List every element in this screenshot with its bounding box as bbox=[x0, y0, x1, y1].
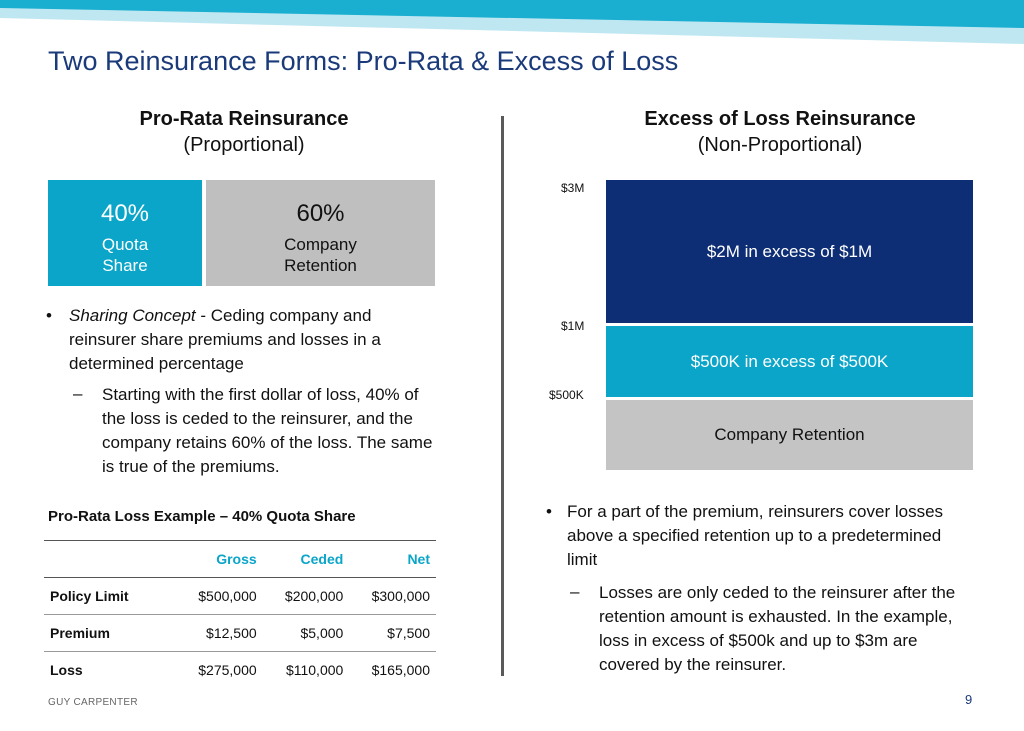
company-retention-box: 60% Company Retention bbox=[206, 180, 435, 286]
sub-bullet-marker: – bbox=[73, 384, 83, 403]
quota-share-box: 40% Quota Share bbox=[48, 180, 202, 286]
pro-rata-sub-bullet: Starting with the first dollar of loss, … bbox=[102, 385, 433, 476]
table-header bbox=[44, 540, 176, 578]
table-header: Net bbox=[349, 540, 436, 578]
pro-rata-heading: Pro-Rata Reinsurance bbox=[139, 108, 349, 130]
sharing-concept-bullet: Sharing Concept - Ceding company and rei… bbox=[69, 306, 381, 373]
quota-share-label: Quota Share bbox=[101, 235, 149, 275]
layer-label: Company Retention bbox=[714, 425, 865, 444]
bullet-marker: • bbox=[546, 502, 552, 521]
pro-rata-subheading: (Proportional) bbox=[183, 134, 305, 156]
table-cell: $300,000 bbox=[349, 577, 436, 615]
table-header: Gross bbox=[176, 540, 263, 578]
company-retention-percent: 60% bbox=[296, 200, 345, 227]
footer-brand: GUY CARPENTER bbox=[48, 697, 138, 708]
xol-sub-bullet: Losses are only ceded to the reinsurer a… bbox=[599, 583, 956, 674]
table-cell: $200,000 bbox=[262, 577, 350, 615]
sub-bullet-marker: – bbox=[570, 582, 580, 601]
quota-share-percent: 40% bbox=[100, 200, 150, 227]
table-row: Loss $275,000 $110,000 $165,000 bbox=[44, 652, 436, 689]
table-cell: $7,500 bbox=[349, 614, 436, 652]
axis-label-500k: $500K bbox=[549, 388, 584, 402]
table-cell: Loss bbox=[50, 662, 83, 678]
table-cell: $500,000 bbox=[176, 577, 263, 615]
xol-subheading: (Non-Proportional) bbox=[697, 134, 863, 156]
bullet-marker: • bbox=[46, 306, 52, 325]
table-cell: $110,000 bbox=[285, 662, 344, 678]
layer-label: $2M in excess of $1M bbox=[706, 241, 873, 261]
page-number: 9 bbox=[965, 692, 973, 707]
header-band bbox=[0, 0, 1024, 44]
axis-label-3m: $3M bbox=[561, 181, 585, 195]
table-cell: Premium bbox=[44, 614, 176, 652]
xol-heading: Excess of Loss Reinsurance bbox=[644, 108, 916, 130]
slide-title: Two Reinsurance Forms: Pro-Rata & Excess… bbox=[48, 46, 679, 76]
layer-500k-xs-500k: $500K in excess of $500K bbox=[606, 326, 973, 397]
layer-label: $500K in excess of $500K bbox=[690, 351, 889, 371]
table-cell: $275,000 bbox=[198, 662, 257, 678]
layer-2m-xs-1m: $2M in excess of $1M bbox=[606, 180, 973, 323]
loss-example-table: Gross Ceded Net Policy Limit $500,000 $2… bbox=[44, 540, 436, 688]
table-row: Premium $12,500 $5,000 $7,500 bbox=[44, 614, 436, 652]
table-header: Ceded bbox=[262, 540, 350, 578]
table-cell: $165,000 bbox=[371, 662, 430, 678]
table-cell: $12,500 bbox=[176, 614, 263, 652]
axis-label-1m: $1M bbox=[561, 319, 585, 333]
company-retention-label: Company Retention bbox=[284, 235, 357, 275]
table-cell: Policy Limit bbox=[44, 577, 176, 615]
layer-company-retention: Company Retention bbox=[606, 400, 973, 470]
table-cell: $5,000 bbox=[262, 614, 350, 652]
table-row: Policy Limit $500,000 $200,000 $300,000 bbox=[44, 577, 436, 615]
example-title: Pro-Rata Loss Example – 40% Quota Share bbox=[48, 508, 356, 525]
xol-bullet: For a part of the premium, reinsurers co… bbox=[567, 502, 944, 569]
section-divider bbox=[501, 116, 504, 676]
table-header-row: Gross Ceded Net bbox=[44, 540, 436, 578]
